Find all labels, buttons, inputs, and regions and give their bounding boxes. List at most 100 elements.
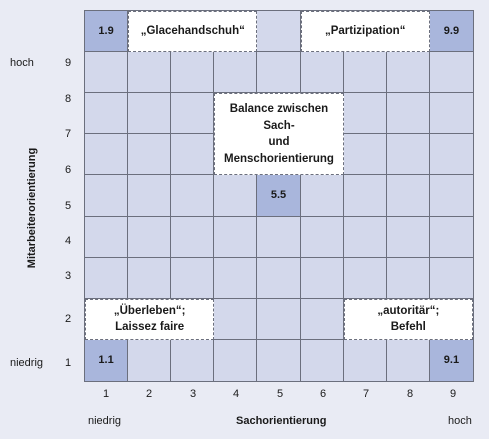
- label-balance: Balance zwischen Sach- und Menschorienti…: [214, 93, 344, 176]
- grid-cell: [300, 257, 344, 299]
- point-1-9: 1.9: [85, 11, 129, 53]
- label-line: Befehl: [390, 321, 426, 334]
- grid-cell: [429, 93, 473, 135]
- grid-cell: [128, 216, 172, 258]
- y-tick-5: 5: [64, 200, 72, 212]
- grid-cell: [85, 175, 129, 217]
- x-tick-1: 1: [102, 388, 110, 400]
- y-tick-2: 2: [64, 313, 72, 325]
- y-tick-1: 1: [64, 357, 72, 369]
- grid-cell: [171, 339, 215, 381]
- grid-cell: [128, 339, 172, 381]
- grid-cell: [214, 298, 258, 340]
- label-glacehandschuh: „Glacehandschuh“: [128, 11, 258, 53]
- y-tick-6: 6: [64, 164, 72, 176]
- point-9-1: 9.1: [429, 339, 473, 381]
- x-axis-high: hoch: [448, 415, 472, 427]
- grid-cell: [300, 175, 344, 217]
- grid-cell: [128, 175, 172, 217]
- grid-cell: [429, 257, 473, 299]
- grid-cell: [300, 339, 344, 381]
- point-9-9: 9.9: [429, 11, 473, 53]
- grid-cell: [214, 339, 258, 381]
- grid-cell: [171, 257, 215, 299]
- x-tick-4: 4: [232, 388, 240, 400]
- grid-cell: [257, 257, 301, 299]
- grid-cell: [386, 216, 430, 258]
- x-tick-7: 7: [362, 388, 370, 400]
- y-tick-8: 8: [64, 93, 72, 105]
- grid-cell: [171, 134, 215, 176]
- label-line: Balance zwischen Sach-: [229, 102, 329, 132]
- y-tick-3: 3: [64, 270, 72, 282]
- grid-cell: [85, 93, 129, 135]
- grid-cell: [300, 216, 344, 258]
- y-tick-9: 9: [64, 57, 72, 69]
- y-axis-title: Mitarbeiterorientierung: [26, 147, 38, 269]
- label-line: Laissez faire: [115, 321, 185, 334]
- y-axis-high: hoch: [10, 57, 34, 69]
- grid-cell: [429, 175, 473, 217]
- point-5-5: 5.5: [257, 175, 301, 217]
- x-tick-3: 3: [189, 388, 197, 400]
- grid-cell: [214, 257, 258, 299]
- grid-cell: [85, 257, 129, 299]
- grid-cell: [386, 52, 430, 94]
- grid-cell: [171, 175, 215, 217]
- x-tick-9: 9: [449, 388, 457, 400]
- grid-cell: [257, 216, 301, 258]
- grid-cell: [429, 52, 473, 94]
- grid-cell: [85, 52, 129, 94]
- grid-cell: [171, 52, 215, 94]
- grid-cell: [214, 52, 258, 94]
- grid-cell: [343, 175, 387, 217]
- y-tick-4: 4: [64, 235, 72, 247]
- grid-cell: [214, 216, 258, 258]
- x-tick-6: 6: [319, 388, 327, 400]
- grid-cell: [343, 339, 387, 381]
- label-line: „autoritär“;: [377, 304, 440, 317]
- label-partizipation: „Partizipation“: [300, 11, 430, 53]
- grid-cell: [343, 257, 387, 299]
- grid-cell: [257, 298, 301, 340]
- grid-cell: [171, 216, 215, 258]
- grid-cell: [429, 216, 473, 258]
- grid-cell: [386, 257, 430, 299]
- grid-cell: [257, 11, 301, 53]
- label-text: „Partizipation“: [324, 25, 406, 38]
- grid-cell: [386, 93, 430, 135]
- grid-cell: [214, 175, 258, 217]
- x-tick-2: 2: [145, 388, 153, 400]
- label-ueberleben: „Überleben“; Laissez faire: [85, 298, 215, 340]
- grid-cell: [85, 216, 129, 258]
- grid-cell: [128, 257, 172, 299]
- label-line: und Menschorientierung: [224, 136, 334, 165]
- grid-cell: [386, 339, 430, 381]
- y-axis-low: niedrig: [10, 357, 44, 369]
- x-axis-title: Sachorientierung: [236, 415, 327, 427]
- grid-cell: [128, 134, 172, 176]
- grid-cell: [257, 52, 301, 94]
- x-tick-8: 8: [406, 388, 414, 400]
- x-axis-low: niedrig: [88, 415, 122, 427]
- grid-9x9: 1.9 9.9 5.5: [84, 10, 474, 382]
- grid-cell: [386, 134, 430, 176]
- grid-cell: [128, 52, 172, 94]
- grid-cell: [343, 93, 387, 135]
- x-tick-5: 5: [276, 388, 284, 400]
- grid-cell: [300, 52, 344, 94]
- grid-cell: [343, 134, 387, 176]
- grid-cell: [171, 93, 215, 135]
- grid-cell: [343, 52, 387, 94]
- grid-cell: [85, 134, 129, 176]
- grid-cell: [257, 339, 301, 381]
- label-line: „Überleben“;: [113, 304, 186, 317]
- grid-cell: [128, 93, 172, 135]
- label-autoritaer: „autoritär“; Befehl: [343, 298, 473, 340]
- grid-cell: [300, 298, 344, 340]
- label-text: „Glacehandschuh“: [140, 25, 245, 38]
- grid-cell: [343, 216, 387, 258]
- grid-cell: [386, 175, 430, 217]
- y-tick-7: 7: [64, 128, 72, 140]
